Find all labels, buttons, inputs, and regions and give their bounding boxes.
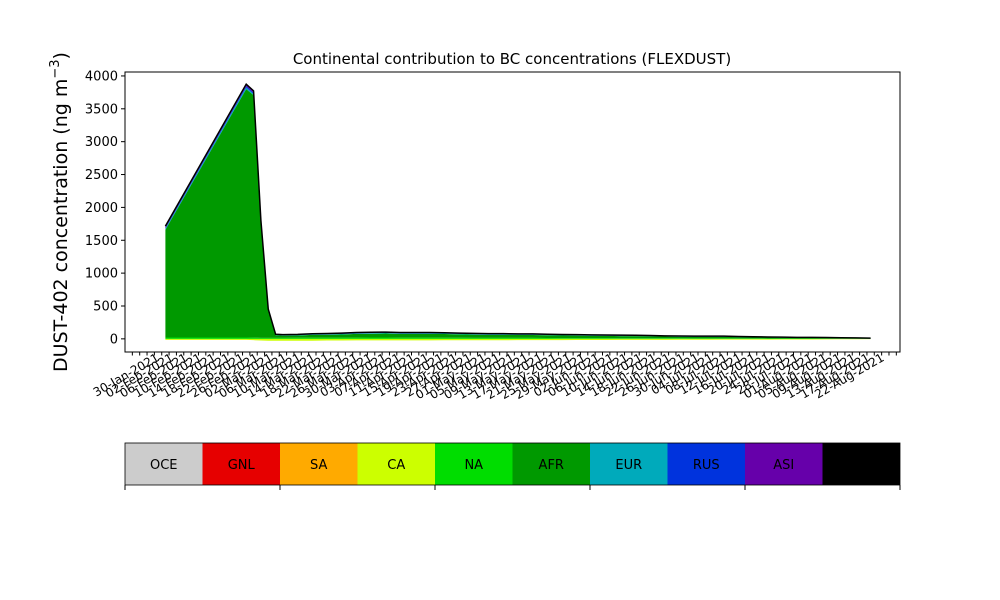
legend-label-na: NA [464,458,483,473]
y-tick-label: 3000 [85,135,118,150]
chart-title: Continental contribution to BC concentra… [293,50,731,68]
legend-label-gnl: GNL [228,458,256,473]
plot-area [124,71,901,353]
legend-label-sa: SA [310,458,327,473]
legend-label-afr: AFR [539,458,564,473]
y-axis-label-close: ) [50,52,72,59]
series-area-na [165,337,871,339]
plot-frame [124,71,901,353]
x-axis: 30-Jan-202102-Feb-202106-Feb-202110-Feb-… [91,350,897,402]
y-axis: 0 500 1000 1500 2000 2500 3000 3500 4000 [85,69,125,347]
legend-swatch-afr [512,443,590,485]
legend-swatch-rus [667,443,745,485]
y-tick-label: 0 [110,332,118,347]
y-tick-label: 3500 [85,102,118,117]
legend-label-ca: CA [387,458,405,473]
legend-label-rus: RUS [693,458,720,473]
legend-swatch-asi [745,443,823,485]
y-tick-label: 1500 [85,234,118,249]
y-tick-label: 1000 [85,267,118,282]
total-outline [164,82,871,339]
legend: OCE GNL SA CA NA AFR EUR RUS ASI AUS [124,442,901,490]
legend-swatch-aus [822,443,900,485]
y-axis-label-exponent: −3 [48,59,63,78]
y-tick-label: 2500 [85,168,118,183]
y-axis-label: DUST-402 concentration (ng m−3) [48,52,72,372]
series-area-rus [165,86,871,339]
y-tick-label: 2000 [85,201,118,216]
y-axis-label-main: DUST-402 concentration (ng m [50,79,72,372]
legend-label-eur: EUR [615,458,642,473]
legend-label-asi: ASI [773,458,794,473]
series-area-ca [165,338,871,341]
y-tick-label: 500 [93,299,118,314]
legend-swatch-na [435,443,513,485]
legend-label-aus: AUS [848,458,875,473]
legend-swatch-eur [590,443,668,485]
legend-swatch-sa [280,443,358,485]
series-area-eur [165,87,871,339]
legend-swatch-ca [357,443,435,485]
series-area-asi [165,84,871,339]
legend-swatch-gnl [202,443,280,485]
series-area-afr [165,89,871,339]
legend-label-oce: OCE [150,458,178,473]
y-tick-label: 4000 [85,69,118,84]
legend-frame [124,442,901,486]
legend-swatch-oce [125,443,203,485]
